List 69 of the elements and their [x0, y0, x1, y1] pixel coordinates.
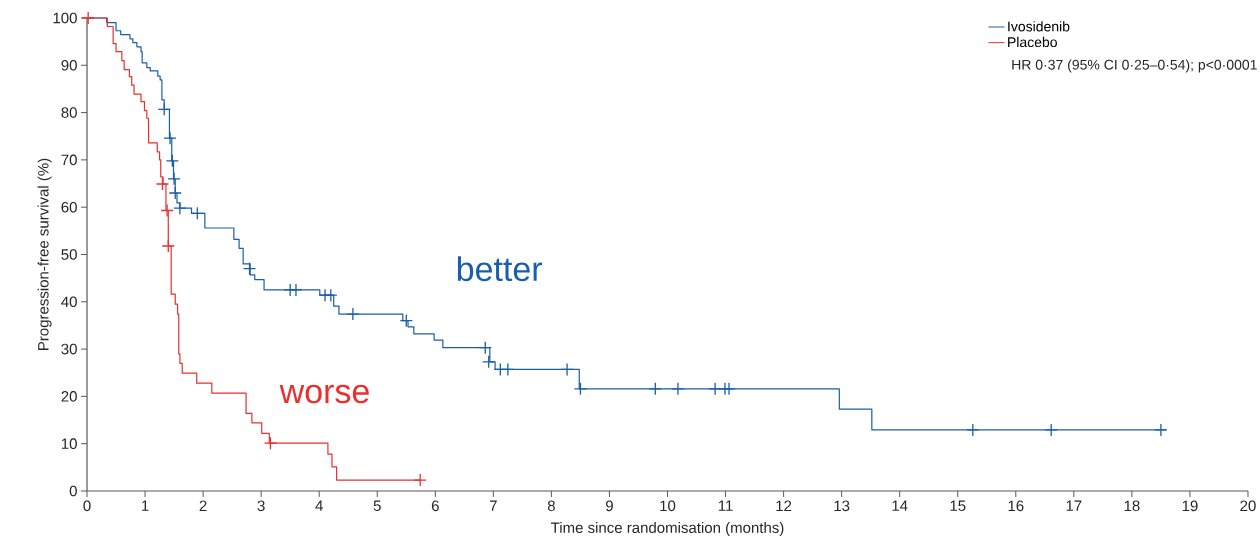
y-axis-title: Progression-free survival (%): [37, 158, 52, 350]
point: [161, 239, 175, 253]
point: [324, 288, 338, 302]
x-tick-label: 19: [1182, 500, 1198, 512]
x-tick-label: 16: [1008, 500, 1024, 512]
point: [163, 131, 177, 145]
legend-label: Ivosidenib: [1008, 21, 1070, 32]
point: [722, 382, 736, 396]
x-tick-label: 4: [315, 500, 323, 511]
y-tick-label: 60: [61, 201, 77, 213]
point: [190, 206, 204, 220]
x-tick-label: 12: [776, 500, 792, 511]
point: [157, 102, 171, 116]
x-tick-label: 10: [660, 500, 676, 512]
x-tick-label: 0: [83, 500, 91, 512]
y-tick-label: 80: [61, 107, 77, 118]
annotation: better: [457, 256, 543, 282]
point: [648, 382, 662, 396]
point: [478, 341, 492, 355]
y-tick-label: 10: [61, 438, 77, 449]
x-tick-label: 15: [950, 500, 966, 511]
x-tick-label: 3: [257, 500, 265, 512]
annotation: worse: [279, 384, 369, 404]
x-tick-label: 1: [142, 500, 149, 511]
point: [560, 362, 574, 377]
point: [168, 186, 182, 200]
point: [81, 11, 95, 25]
y-tick-label: 50: [61, 249, 77, 260]
x-tick-label: 17: [1066, 500, 1082, 511]
x-tick-label: 11: [718, 500, 733, 511]
annotation: HR 0·37 (95% CI 0·25–0·54); p<0·0001: [1012, 59, 1257, 73]
point: [289, 283, 303, 297]
x-tick-label: 18: [1124, 500, 1140, 512]
y-tick-label: 70: [61, 154, 77, 166]
x-tick-label: 9: [605, 500, 613, 512]
point: [708, 382, 722, 396]
x-tick-label: 7: [489, 500, 497, 511]
x-tick-label: 6: [431, 500, 439, 512]
point: [1154, 423, 1168, 437]
point: [399, 314, 413, 328]
x-tick-label: 20: [1240, 500, 1256, 512]
point: [173, 201, 187, 215]
x-tick-label: 13: [834, 500, 850, 512]
x-axis-title: Time since randomisation (months): [550, 522, 784, 536]
x-tick-label: 8: [547, 500, 555, 512]
point: [671, 382, 685, 396]
y-tick-label: 40: [61, 296, 77, 308]
point: [155, 177, 170, 191]
x-tick-label: 14: [892, 500, 908, 511]
y-tick-label: 20: [61, 391, 77, 402]
y-tick-label: 0: [69, 485, 77, 497]
y-tick-label: 30: [61, 343, 77, 355]
y-tick-label: 100: [53, 12, 77, 24]
point: [1044, 423, 1058, 437]
x-tick-label: 2: [199, 500, 207, 511]
point: [160, 203, 174, 218]
point: [966, 423, 980, 437]
point: [573, 382, 588, 396]
point: [165, 154, 179, 168]
point: [242, 262, 257, 276]
point: [167, 172, 181, 186]
point: [482, 355, 496, 369]
point: [263, 436, 278, 450]
point: [501, 362, 515, 377]
point: [413, 473, 427, 487]
y-tick-label: 90: [61, 59, 77, 71]
x-tick-label: 5: [373, 500, 381, 511]
point: [346, 307, 360, 321]
legend-label: Placebo: [1008, 36, 1057, 48]
